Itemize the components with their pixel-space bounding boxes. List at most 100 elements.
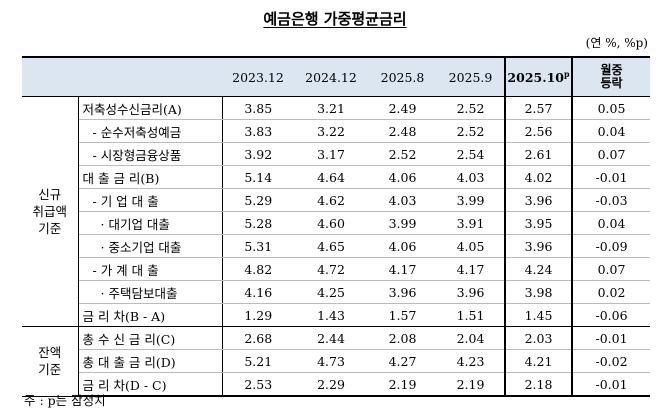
value-cell: 4.17 bbox=[368, 257, 437, 281]
table-row: - 순수저축성예금 3.83 3.22 2.48 2.52 2.56 0.04 bbox=[22, 119, 650, 143]
value-cell: 3.85 bbox=[222, 96, 294, 120]
period-header: 2024.12 bbox=[294, 56, 368, 97]
group-label-line: 잔액 bbox=[38, 345, 62, 361]
value-cell: 2.52 bbox=[368, 142, 437, 166]
table-body: 신규 취급액 기준 저축성수신금리(A) 3.85 3.21 2.49 2.52 2.57 0.0… bbox=[22, 96, 650, 397]
value-cell: 4.82 bbox=[222, 257, 294, 281]
value-cell: 2.54 bbox=[437, 142, 505, 166]
change-header: 월중 등락 bbox=[572, 56, 650, 97]
value-cell: 4.64 bbox=[294, 165, 368, 189]
value-cell: 3.95 bbox=[504, 211, 573, 235]
value-cell: 5.14 bbox=[222, 165, 294, 189]
value-cell: 0.02 bbox=[572, 280, 650, 304]
value-cell: 3.83 bbox=[222, 119, 294, 143]
value-cell: 3.22 bbox=[294, 119, 368, 143]
value-cell: 3.96 bbox=[437, 280, 505, 304]
value-cell: 4.03 bbox=[368, 188, 437, 212]
value-cell: 4.24 bbox=[504, 257, 573, 281]
value-cell: 4.02 bbox=[504, 165, 573, 189]
value-cell: 3.21 bbox=[294, 96, 368, 120]
value-cell: 2.19 bbox=[368, 372, 437, 397]
row-label: · 주택담보대출 bbox=[78, 280, 223, 304]
value-cell: 4.73 bbox=[294, 349, 368, 373]
period-header: 2023.12 bbox=[222, 56, 294, 97]
value-cell: 3.98 bbox=[504, 280, 573, 304]
table-row: - 기 업 대 출 5.29 4.62 4.03 3.99 3.96 -0.03 bbox=[22, 188, 650, 212]
value-cell: 2.29 bbox=[294, 372, 368, 397]
value-cell: 2.57 bbox=[504, 96, 573, 120]
footnote: 주 : p는 잠정치 bbox=[24, 393, 106, 408]
value-cell: 0.04 bbox=[572, 119, 650, 143]
preliminary-mark: p bbox=[563, 68, 570, 79]
value-cell: 3.17 bbox=[294, 142, 368, 166]
value-cell: -0.02 bbox=[572, 349, 650, 373]
value-cell: 4.17 bbox=[437, 257, 505, 281]
table-row: 금 리 차(B - A) 1.29 1.43 1.57 1.51 1.45 -0.06 bbox=[22, 303, 650, 327]
table-header: 2023.12 2024.12 2025.8 2025.9 2025.10p 월중 등락 bbox=[22, 56, 650, 97]
value-cell: 3.96 bbox=[368, 280, 437, 304]
value-cell: 4.27 bbox=[368, 349, 437, 373]
value-cell: 4.05 bbox=[437, 234, 505, 258]
value-cell: 2.48 bbox=[368, 119, 437, 143]
value-cell: -0.01 bbox=[572, 165, 650, 189]
value-cell: 2.61 bbox=[504, 142, 573, 166]
row-label: - 시장형금융상품 bbox=[78, 142, 223, 166]
value-cell: 4.23 bbox=[437, 349, 505, 373]
value-cell: 1.45 bbox=[504, 303, 573, 327]
value-cell: 4.25 bbox=[294, 280, 368, 304]
table-row: - 시장형금융상품 3.92 3.17 2.52 2.54 2.61 0.07 bbox=[22, 142, 650, 166]
table-row: 잔액 기준 총 수 신 금 리(C) 2.68 2.44 2.08 2.04 2.03 -0.0… bbox=[22, 326, 650, 397]
value-cell: 3.96 bbox=[504, 188, 573, 212]
value-cell: 3.99 bbox=[437, 188, 505, 212]
group-label-line: 기준 bbox=[38, 362, 62, 378]
value-cell: 1.51 bbox=[437, 303, 505, 327]
value-cell: 3.96 bbox=[504, 234, 573, 258]
row-label: 총 수 신 금 리(C) bbox=[78, 326, 223, 350]
row-label: 대 출 금 리(B) bbox=[78, 165, 223, 189]
value-cell: 2.44 bbox=[294, 326, 368, 350]
value-cell: 3.91 bbox=[437, 211, 505, 235]
value-cell: -0.06 bbox=[572, 303, 650, 327]
value-cell: 0.04 bbox=[572, 211, 650, 235]
title-text: 예금은행 가중평균금리 bbox=[263, 10, 407, 28]
value-cell: 2.68 bbox=[222, 326, 294, 350]
row-label: 금 리 차(D - C) bbox=[78, 372, 223, 397]
row-label: 총 대 출 금 리(D) bbox=[78, 349, 223, 373]
value-cell: 2.52 bbox=[437, 96, 505, 120]
value-cell: 4.06 bbox=[368, 165, 437, 189]
value-cell: 2.19 bbox=[437, 372, 505, 397]
value-cell: 4.21 bbox=[504, 349, 573, 373]
table-row: 대 출 금 리(B) 5.14 4.64 4.06 4.03 4.02 -0.01 bbox=[22, 165, 650, 189]
group-label-line: 기준 bbox=[38, 221, 62, 236]
unit: (연 %, %p) bbox=[585, 36, 648, 50]
group-label-line: 취급액 bbox=[32, 204, 67, 219]
header-row: 2023.12 2024.12 2025.8 2025.9 2025.10p 월중 등락 bbox=[22, 56, 650, 97]
row-label: · 대기업 대출 bbox=[78, 211, 223, 235]
value-cell: -0.09 bbox=[572, 234, 650, 258]
value-cell: 1.57 bbox=[368, 303, 437, 327]
row-label: 금 리 차(B - A) bbox=[78, 303, 223, 327]
row-label: - 가 계 대 출 bbox=[78, 257, 223, 281]
value-cell: 1.29 bbox=[222, 303, 294, 327]
period-header: 2025.8 bbox=[368, 56, 437, 97]
group-label-line: 신규 bbox=[38, 187, 62, 202]
value-cell: 5.21 bbox=[222, 349, 294, 373]
table-row: · 중소기업 대출 5.31 4.65 4.06 4.05 3.96 -0.09 bbox=[22, 234, 650, 258]
row-label: 저축성수신금리(A) bbox=[78, 96, 223, 120]
rate-table: 2023.12 2024.12 2025.8 2025.9 2025.10p 월중 등락 신… bbox=[22, 56, 650, 397]
value-cell: -0.03 bbox=[572, 188, 650, 212]
value-cell: 2.03 bbox=[504, 326, 573, 350]
value-cell: 4.03 bbox=[437, 165, 505, 189]
value-cell: -0.01 bbox=[572, 326, 650, 350]
value-cell: 1.43 bbox=[294, 303, 368, 327]
value-cell: 4.72 bbox=[294, 257, 368, 281]
title: 예금은행 가중평균금리 bbox=[0, 8, 670, 29]
table-row: 금 리 차(D - C) 2.53 2.29 2.19 2.19 2.18 -0.01 bbox=[22, 372, 650, 397]
change-header-line: 월중 bbox=[600, 63, 623, 77]
row-label: - 기 업 대 출 bbox=[78, 188, 223, 212]
value-cell: 4.06 bbox=[368, 234, 437, 258]
value-cell: 2.18 bbox=[504, 372, 573, 397]
latest-period: 2025.10 bbox=[507, 70, 564, 86]
